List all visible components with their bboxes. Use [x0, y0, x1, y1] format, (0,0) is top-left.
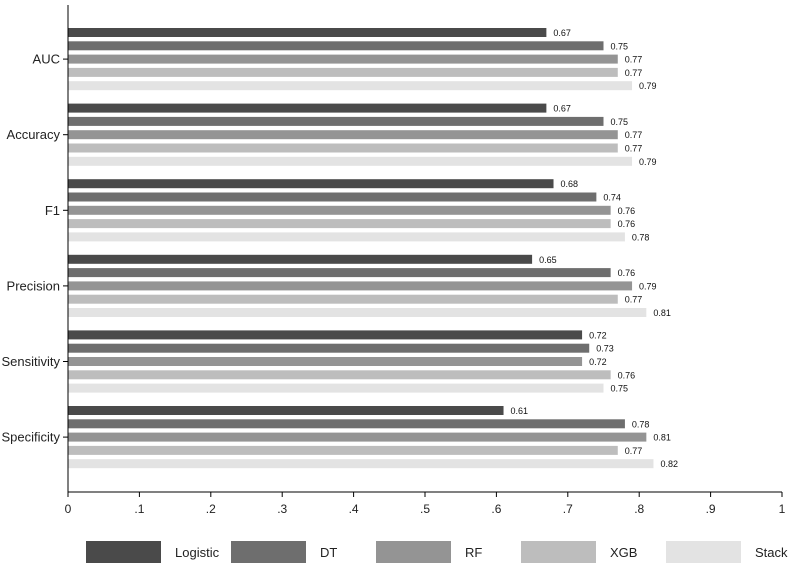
legend-swatch: [231, 541, 306, 563]
bar-sensitivity-xgb: [68, 370, 611, 380]
value-label: 0.61: [511, 406, 529, 416]
bar-precision-logistic: [68, 254, 533, 264]
bar-f1-dt: [68, 192, 597, 202]
value-label: 0.82: [660, 459, 678, 469]
x-tick-label: .8: [634, 502, 644, 516]
legend-label: RF: [465, 545, 482, 560]
bar-specificity-rf: [68, 432, 647, 442]
value-label: 0.78: [632, 419, 650, 429]
value-label: 0.77: [625, 55, 643, 65]
bar-sensitivity-rf: [68, 357, 583, 366]
bar-auc-logistic: [68, 28, 547, 37]
bars-group: [68, 28, 654, 469]
value-label: 0.79: [639, 281, 657, 291]
x-tick-label: .2: [206, 502, 216, 516]
bar-accuracy-dt: [68, 116, 604, 126]
value-label: 0.76: [618, 268, 636, 278]
bar-precision-rf: [68, 281, 633, 291]
category-label: Accuracy: [7, 127, 61, 142]
value-label: 0.77: [625, 68, 643, 78]
value-label: 0.77: [625, 446, 643, 456]
legend-swatch: [86, 541, 161, 563]
legend-item-logistic: Logistic: [86, 541, 220, 563]
x-tick-label: .9: [706, 502, 716, 516]
value-label: 0.75: [611, 117, 629, 127]
bar-precision-xgb: [68, 294, 618, 304]
bar-sensitivity-logistic: [68, 330, 583, 340]
value-label: 0.75: [611, 41, 629, 51]
legend-swatch: [666, 541, 741, 563]
value-label: 0.81: [653, 308, 671, 318]
bar-specificity-logistic: [68, 406, 504, 415]
x-tick-label: 0: [65, 502, 72, 516]
category-label: Sensitivity: [1, 354, 60, 369]
x-tick-label: .6: [491, 502, 501, 516]
legend-swatch: [521, 541, 596, 563]
value-labels-group: 0.67 0.75 0.77 0.77 0.79 0.67 0.75 0.77 0.77 0.79…: [511, 28, 678, 469]
bar-sensitivity-stack: [68, 383, 604, 393]
value-label: 0.72: [589, 357, 607, 367]
bar-f1-xgb: [68, 219, 611, 229]
legend-label: Stack: [755, 545, 788, 560]
x-tick-label: .5: [420, 502, 430, 516]
category-label: AUC: [33, 52, 60, 67]
value-label: 0.65: [539, 255, 557, 265]
bar-accuracy-logistic: [68, 103, 547, 113]
value-label: 0.77: [625, 295, 643, 305]
value-label: 0.78: [632, 232, 650, 242]
axes-group: 0 .1 .2 .3 .4 .5 .6 .7 .8 .9 1: [63, 5, 786, 516]
bar-specificity-stack: [68, 459, 654, 469]
legend-item-xgb: XGB: [521, 541, 637, 563]
bar-sensitivity-dt: [68, 343, 590, 353]
bar-accuracy-xgb: [68, 143, 618, 153]
value-label: 0.77: [625, 144, 643, 154]
bar-specificity-dt: [68, 419, 625, 429]
legend-label: DT: [320, 545, 337, 560]
bar-f1-rf: [68, 205, 611, 215]
bar-f1-logistic: [68, 179, 554, 189]
legend-item-stack: Stack: [666, 541, 788, 563]
legend-swatch: [376, 541, 451, 563]
legend-item-dt: DT: [231, 541, 337, 563]
value-label: 0.73: [596, 344, 614, 354]
value-label: 0.67: [553, 104, 571, 114]
category-label: Specificity: [1, 430, 60, 445]
value-label: 0.72: [589, 330, 607, 340]
x-tick-label: 1: [779, 502, 786, 516]
bar-f1-stack: [68, 232, 625, 242]
x-tick-label: .1: [134, 502, 144, 516]
category-label: F1: [45, 203, 60, 218]
bar-precision-dt: [68, 268, 611, 278]
bar-accuracy-rf: [68, 130, 618, 140]
value-label: 0.79: [639, 81, 657, 91]
bar-auc-stack: [68, 81, 633, 91]
value-label: 0.77: [625, 130, 643, 140]
value-label: 0.79: [639, 157, 657, 167]
value-label: 0.76: [618, 370, 636, 380]
legend: Logistic DT RF XGB Stack: [86, 541, 788, 563]
x-tick-label: .4: [349, 502, 359, 516]
bar-auc-xgb: [68, 67, 618, 77]
value-label: 0.75: [611, 384, 629, 394]
bar-auc-dt: [68, 41, 604, 51]
value-label: 0.76: [618, 219, 636, 229]
value-label: 0.76: [618, 206, 636, 216]
bar-accuracy-stack: [68, 156, 633, 166]
value-label: 0.67: [553, 28, 571, 38]
legend-label: Logistic: [175, 545, 220, 560]
bar-precision-stack: [68, 308, 647, 317]
legend-item-rf: RF: [376, 541, 482, 563]
value-label: 0.74: [603, 193, 621, 203]
category-labels-group: AUC Accuracy F1 Precision Sensitivity Specifi…: [1, 52, 60, 445]
bar-auc-rf: [68, 54, 618, 64]
legend-label: XGB: [610, 545, 637, 560]
bar-specificity-xgb: [68, 445, 618, 455]
value-label: 0.68: [561, 179, 579, 189]
value-label: 0.81: [653, 433, 671, 443]
category-label: Precision: [7, 278, 60, 293]
x-tick-label: .7: [563, 502, 573, 516]
x-tick-label: .3: [277, 502, 287, 516]
